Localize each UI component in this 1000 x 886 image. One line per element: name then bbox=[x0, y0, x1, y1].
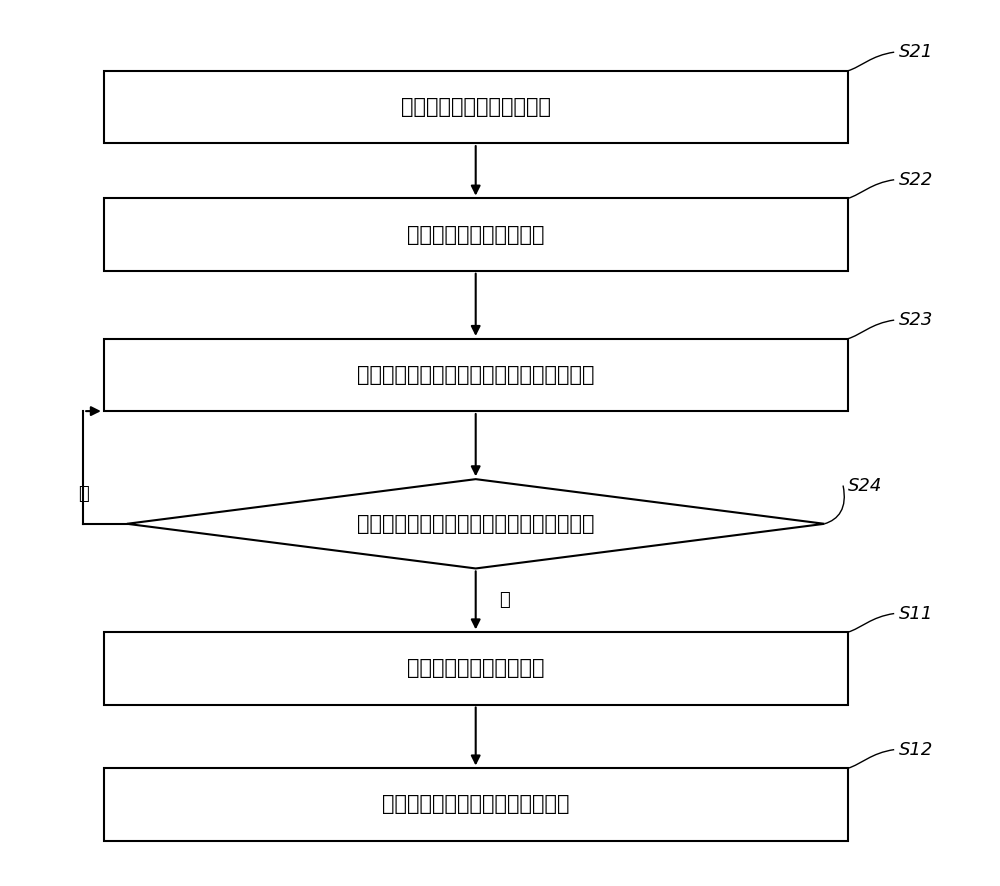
Text: 确定需要更新的信息分类: 确定需要更新的信息分类 bbox=[407, 658, 544, 679]
Text: S24: S24 bbox=[848, 477, 882, 494]
Text: 将所述信息存储到所述分类对应的存储空间: 将所述信息存储到所述分类对应的存储空间 bbox=[357, 365, 594, 385]
Bar bbox=[104, 338, 848, 411]
Text: 确定所述信息所属的分类: 确定所述信息所属的分类 bbox=[407, 225, 544, 245]
Bar bbox=[104, 198, 848, 271]
Text: 否: 否 bbox=[78, 485, 89, 503]
Polygon shape bbox=[127, 479, 824, 569]
Bar bbox=[104, 71, 848, 144]
Bar bbox=[104, 633, 848, 704]
Text: S21: S21 bbox=[899, 43, 933, 61]
Text: S12: S12 bbox=[899, 741, 933, 758]
Text: 是: 是 bbox=[499, 591, 510, 610]
Text: 将所确定的分类中的信息写入缓存: 将所确定的分类中的信息写入缓存 bbox=[382, 795, 569, 814]
Text: S22: S22 bbox=[899, 171, 933, 189]
Text: S11: S11 bbox=[899, 604, 933, 623]
Text: 接收信息产生方发送的信息: 接收信息产生方发送的信息 bbox=[401, 97, 551, 117]
Text: S23: S23 bbox=[899, 311, 933, 329]
Text: 判断当前时间是否达到更新缓存的定时时间: 判断当前时间是否达到更新缓存的定时时间 bbox=[357, 514, 594, 533]
Bar bbox=[104, 768, 848, 841]
